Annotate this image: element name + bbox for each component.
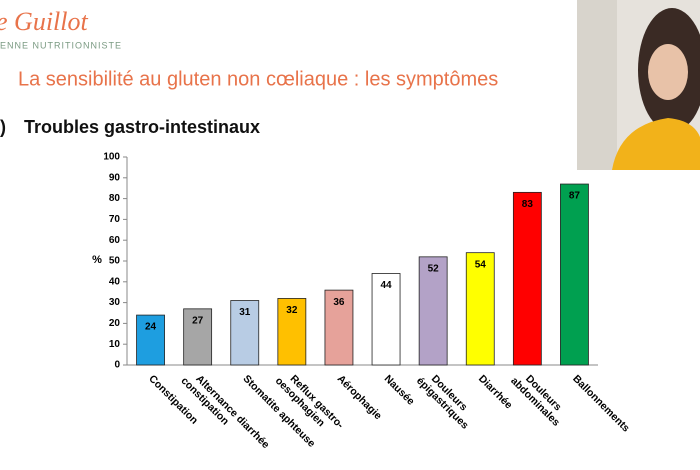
y-tick-label: 50 — [109, 256, 121, 267]
bar — [465, 252, 495, 366]
y-tick-label: 10 — [109, 339, 121, 350]
bar — [230, 300, 260, 366]
webcam — [577, 0, 700, 170]
data-label: 27 — [192, 315, 204, 326]
webcam-shirt — [612, 118, 700, 170]
webcam-wall — [577, 0, 617, 170]
bar — [418, 256, 448, 366]
bar — [371, 273, 401, 366]
data-label: 54 — [475, 259, 487, 270]
data-label: 32 — [286, 305, 298, 316]
y-tick-label: 60 — [109, 235, 121, 246]
y-tick-label: 0 — [114, 360, 120, 371]
y-tick-label: 40 — [109, 276, 121, 287]
slide-title: La sensibilité au gluten non cœliaque : … — [18, 68, 498, 90]
logo-subtitle: ENNE NUTRITIONNISTE — [0, 40, 122, 50]
y-tick-label: 100 — [103, 152, 120, 163]
y-tick-label: 20 — [109, 318, 121, 329]
bar — [277, 298, 307, 366]
x-tick-label: Diarrhée — [476, 373, 515, 412]
bar — [512, 191, 542, 366]
data-label: 52 — [428, 263, 440, 274]
data-label: 44 — [380, 280, 392, 291]
data-label: 36 — [333, 297, 345, 308]
section-title: Troubles gastro-intestinaux — [24, 117, 260, 137]
x-tick-label: Ballonnements — [570, 373, 632, 435]
webcam-face — [648, 44, 688, 100]
bar — [560, 183, 589, 366]
y-tick-label: 80 — [109, 193, 121, 204]
x-tick-label: Nausée — [382, 373, 417, 408]
section-marker: ) — [0, 117, 6, 137]
x-tick-label: Aérophagie — [335, 373, 384, 422]
y-axis-label: % — [92, 254, 102, 266]
data-label: 87 — [569, 191, 581, 202]
data-label: 24 — [145, 322, 157, 333]
y-tick-label: 90 — [109, 172, 121, 183]
bar — [324, 289, 354, 366]
data-label: 83 — [522, 199, 534, 210]
x-tick-label: Reflux gastro-oesophagien — [273, 366, 347, 440]
y-tick-label: 70 — [109, 214, 121, 225]
bar — [136, 314, 165, 366]
x-tick-label: Douleursépigastriques — [414, 366, 479, 431]
x-tick-label: Douleursabdominales — [508, 366, 570, 428]
data-label: 31 — [239, 307, 251, 318]
logo: e Guillot — [0, 7, 88, 36]
bar — [183, 308, 213, 366]
y-tick-label: 30 — [109, 297, 121, 308]
